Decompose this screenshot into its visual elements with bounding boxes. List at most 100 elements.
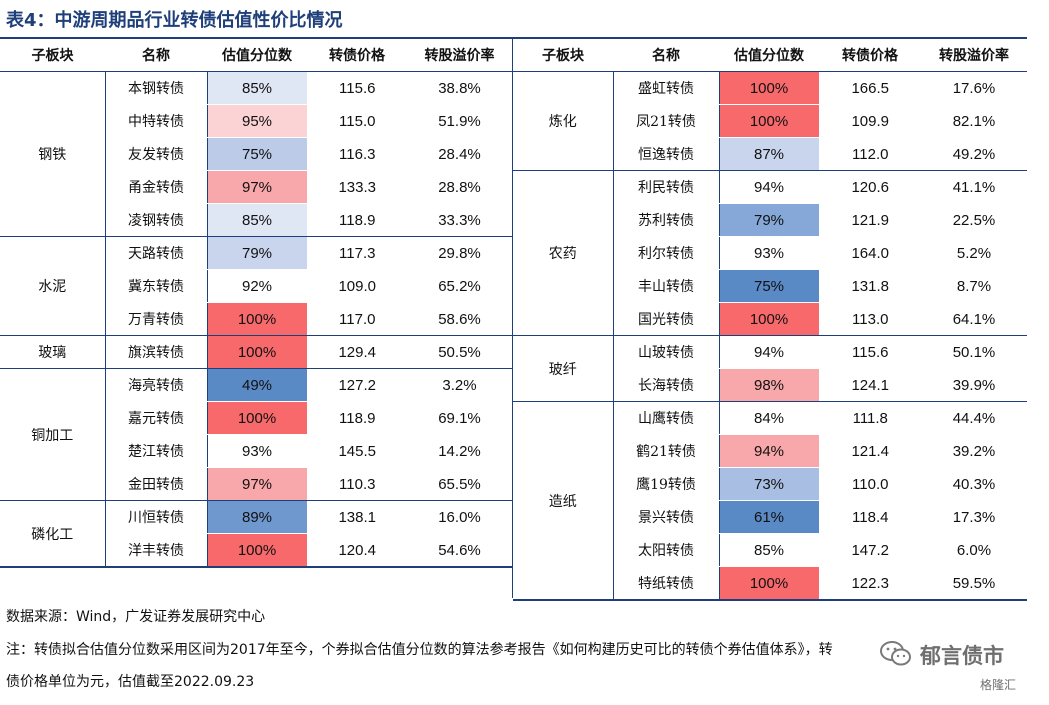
bond-price-cell: 111.8 — [819, 401, 921, 435]
table-row: 中特转债 95% 115.0 51.9% — [0, 104, 512, 138]
bond-name-cell: 中特转债 — [105, 104, 208, 138]
left-valuation-table: 子板块 名称 估值分位数 转债价格 转股溢价率 钢铁 本钢转债 85% 115.6 38.8% 中… — [0, 37, 512, 568]
conversion-premium-cell: 69.1% — [407, 401, 512, 435]
bond-price-cell: 166.5 — [819, 71, 921, 105]
valuation-percentile-cell: 94% — [718, 170, 820, 204]
valuation-percentile-cell: 97% — [206, 467, 308, 501]
table-row: 景兴转债 61% 118.4 17.3% — [513, 500, 1027, 534]
conversion-premium-cell: 14.2% — [407, 434, 512, 468]
left-table-body: 钢铁 本钢转债 85% 115.6 38.8% 中特转债 95% 115.0 51.9% 友发转债… — [0, 71, 512, 568]
bond-name-cell: 万青转债 — [105, 302, 208, 336]
bond-price-cell: 109.0 — [307, 269, 407, 303]
conversion-premium-cell: 3.2% — [407, 368, 512, 402]
bond-price-cell: 121.4 — [819, 434, 921, 468]
table-title: 表4：中游周期品行业转债估值性价比情况 — [6, 10, 343, 31]
bond-name-cell: 鹰19转债 — [613, 467, 720, 501]
conversion-premium-cell: 65.5% — [407, 467, 512, 501]
bond-price-cell: 127.2 — [307, 368, 407, 402]
table-row: 金田转债 97% 110.3 65.5% — [0, 467, 512, 501]
conversion-premium-cell: 44.4% — [921, 401, 1027, 435]
bond-name-cell: 金田转债 — [105, 467, 208, 501]
bond-name-cell: 川恒转债 — [105, 500, 208, 534]
valuation-percentile-cell: 100% — [206, 302, 308, 336]
valuation-percentile-cell: 87% — [718, 137, 820, 171]
table-row: 嘉元转债 100% 118.9 69.1% — [0, 401, 512, 435]
bond-price-cell: 120.4 — [307, 533, 407, 568]
bond-name-cell: 友发转债 — [105, 137, 208, 171]
sector-cell: 玻璃 — [0, 335, 106, 369]
column-header: 估值分位数 — [207, 37, 307, 72]
bond-price-cell: 133.3 — [307, 170, 407, 204]
bond-name-cell: 天路转债 — [105, 236, 208, 270]
valuation-percentile-cell: 75% — [718, 269, 820, 303]
bond-price-cell: 113.0 — [819, 302, 921, 336]
sector-cell: 水泥 — [0, 236, 106, 336]
conversion-premium-cell: 82.1% — [921, 104, 1027, 138]
table-row: 凤21转债 100% 109.9 82.1% — [513, 104, 1027, 138]
bond-price-cell: 118.9 — [307, 401, 407, 435]
conversion-premium-cell: 29.8% — [407, 236, 512, 270]
watermark-sub-text: 格隆汇 — [980, 678, 1017, 692]
sector-cell: 农药 — [513, 170, 614, 336]
bond-name-cell: 凌钢转债 — [105, 203, 208, 237]
valuation-percentile-cell: 100% — [206, 533, 308, 568]
bond-name-cell: 旗滨转债 — [105, 335, 208, 369]
table-row: 利尔转债 93% 164.0 5.2% — [513, 236, 1027, 270]
bond-name-cell: 楚江转债 — [105, 434, 208, 468]
bond-price-cell: 129.4 — [307, 335, 407, 369]
bond-price-cell: 115.6 — [819, 335, 921, 369]
conversion-premium-cell: 59.5% — [921, 566, 1027, 601]
footnote-line-1: 注：转债拟合估值分位数采用区间为2017年至今，个券拟合估值分位数的算法参考报告… — [6, 642, 833, 658]
bond-price-cell: 164.0 — [819, 236, 921, 270]
bond-name-cell: 苏利转债 — [613, 203, 720, 237]
column-header: 转债价格 — [819, 37, 921, 72]
bond-price-cell: 147.2 — [819, 533, 921, 567]
conversion-premium-cell: 28.4% — [407, 137, 512, 171]
conversion-premium-cell: 64.1% — [921, 302, 1027, 336]
valuation-percentile-cell: 100% — [718, 566, 820, 601]
bond-name-cell: 凤21转债 — [613, 104, 720, 138]
column-header: 子板块 — [0, 37, 105, 72]
table-row: 鹰19转债 73% 110.0 40.3% — [513, 467, 1027, 501]
column-header: 子板块 — [513, 37, 613, 72]
bond-name-cell: 国光转债 — [613, 302, 720, 336]
bond-name-cell: 山鹰转债 — [613, 401, 720, 435]
valuation-percentile-cell: 93% — [206, 434, 308, 468]
conversion-premium-cell: 50.5% — [407, 335, 512, 369]
conversion-premium-cell: 33.3% — [407, 203, 512, 237]
bond-price-cell: 112.0 — [819, 137, 921, 171]
bond-price-cell: 138.1 — [307, 500, 407, 534]
valuation-percentile-cell: 79% — [718, 203, 820, 237]
conversion-premium-cell: 50.1% — [921, 335, 1027, 369]
sector-cell: 造纸 — [513, 401, 614, 601]
valuation-percentile-cell: 93% — [718, 236, 820, 270]
valuation-percentile-cell: 73% — [718, 467, 820, 501]
table-row: 水泥 天路转债 79% 117.3 29.8% — [0, 236, 512, 336]
table-row: 甬金转债 97% 133.3 28.8% — [0, 170, 512, 204]
table-row: 钢铁 本钢转债 85% 115.6 38.8% — [0, 71, 512, 237]
bond-price-cell: 109.9 — [819, 104, 921, 138]
conversion-premium-cell: 16.0% — [407, 500, 512, 534]
wechat-icon — [880, 641, 911, 666]
table-row: 苏利转债 79% 121.9 22.5% — [513, 203, 1027, 237]
bond-name-cell: 利尔转债 — [613, 236, 720, 270]
valuation-percentile-cell: 89% — [206, 500, 308, 534]
bond-price-cell: 145.5 — [307, 434, 407, 468]
left-header-row: 子板块 名称 估值分位数 转债价格 转股溢价率 — [0, 37, 512, 72]
bond-name-cell: 本钢转债 — [105, 71, 208, 105]
column-header: 名称 — [105, 37, 207, 72]
bond-price-cell: 121.9 — [819, 203, 921, 237]
bond-price-cell: 110.3 — [307, 467, 407, 501]
conversion-premium-cell: 8.7% — [921, 269, 1027, 303]
conversion-premium-cell: 17.3% — [921, 500, 1027, 534]
bond-price-cell: 117.0 — [307, 302, 407, 336]
valuation-percentile-cell: 94% — [718, 434, 820, 468]
conversion-premium-cell: 51.9% — [407, 104, 512, 138]
bond-price-cell: 131.8 — [819, 269, 921, 303]
column-header: 名称 — [613, 37, 719, 72]
conversion-premium-cell: 28.8% — [407, 170, 512, 204]
conversion-premium-cell: 5.2% — [921, 236, 1027, 270]
bond-price-cell: 124.1 — [819, 368, 921, 402]
right-valuation-table: 子板块 名称 估值分位数 转债价格 转股溢价率 炼化 盛虹转债 100% 166.5 17.6%… — [513, 37, 1027, 601]
conversion-premium-cell: 49.2% — [921, 137, 1027, 171]
